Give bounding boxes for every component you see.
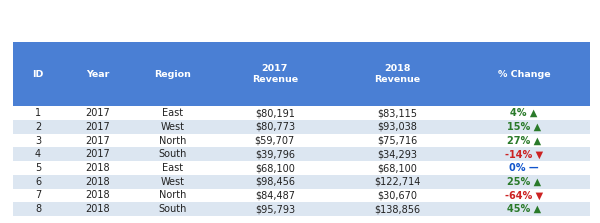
Text: $138,856: $138,856	[374, 204, 420, 214]
Text: 2018: 2018	[85, 204, 110, 214]
Text: 7: 7	[35, 190, 41, 200]
Bar	[13, 175, 590, 189]
Text: $30,670: $30,670	[377, 190, 417, 200]
Bar	[13, 161, 590, 175]
Text: 2018: 2018	[85, 190, 110, 200]
Text: South: South	[159, 204, 187, 214]
Text: $34,293: $34,293	[377, 149, 417, 159]
Text: -14% ▼: -14% ▼	[505, 149, 543, 159]
Text: West: West	[161, 177, 185, 187]
Text: $80,191: $80,191	[255, 108, 295, 118]
Text: % Change: % Change	[498, 70, 550, 79]
Text: $98,456: $98,456	[255, 177, 295, 187]
Text: ID: ID	[32, 70, 44, 79]
Text: 15% ▲: 15% ▲	[507, 122, 541, 132]
Text: East: East	[163, 108, 184, 118]
Text: 2017: 2017	[85, 136, 110, 146]
Text: 2017: 2017	[85, 108, 110, 118]
Text: $93,038: $93,038	[377, 122, 417, 132]
Text: $83,115: $83,115	[377, 108, 417, 118]
Text: 8: 8	[35, 204, 41, 214]
Text: -64% ▼: -64% ▼	[505, 190, 543, 200]
Text: North: North	[159, 190, 187, 200]
Bar	[13, 134, 590, 147]
Bar	[13, 189, 590, 202]
Text: 2018: 2018	[85, 177, 110, 187]
Text: 3: 3	[35, 136, 41, 146]
Text: North: North	[159, 136, 187, 146]
Text: $75,716: $75,716	[377, 136, 417, 146]
Text: 25% ▲: 25% ▲	[507, 177, 541, 187]
Bar	[13, 106, 590, 120]
Text: 5: 5	[35, 163, 41, 173]
Text: 2018
Revenue: 2018 Revenue	[374, 64, 420, 84]
Text: 27% ▲: 27% ▲	[507, 136, 541, 146]
Text: 2017: 2017	[85, 149, 110, 159]
Text: 2017
Revenue: 2017 Revenue	[252, 64, 298, 84]
Text: 2017: 2017	[85, 122, 110, 132]
Text: 0% —: 0% —	[509, 163, 539, 173]
Text: $68,100: $68,100	[377, 163, 417, 173]
Text: $80,773: $80,773	[255, 122, 295, 132]
Text: $84,487: $84,487	[255, 190, 295, 200]
Text: 4% ▲: 4% ▲	[511, 108, 538, 118]
Text: 6: 6	[35, 177, 41, 187]
Bar	[13, 120, 590, 134]
Text: South: South	[159, 149, 187, 159]
Bar	[13, 42, 590, 106]
Text: $59,707: $59,707	[255, 136, 295, 146]
Text: Year: Year	[86, 70, 109, 79]
Text: 2: 2	[35, 122, 41, 132]
Text: $68,100: $68,100	[255, 163, 295, 173]
Bar	[13, 147, 590, 161]
Text: 4: 4	[35, 149, 41, 159]
Text: 2018: 2018	[85, 163, 110, 173]
Text: West: West	[161, 122, 185, 132]
Text: East: East	[163, 163, 184, 173]
Text: 1: 1	[35, 108, 41, 118]
Bar	[13, 202, 590, 216]
Text: $122,714: $122,714	[374, 177, 421, 187]
Text: $95,793: $95,793	[255, 204, 295, 214]
Text: 45% ▲: 45% ▲	[507, 204, 541, 214]
Text: Region: Region	[154, 70, 191, 79]
Text: $39,796: $39,796	[255, 149, 295, 159]
